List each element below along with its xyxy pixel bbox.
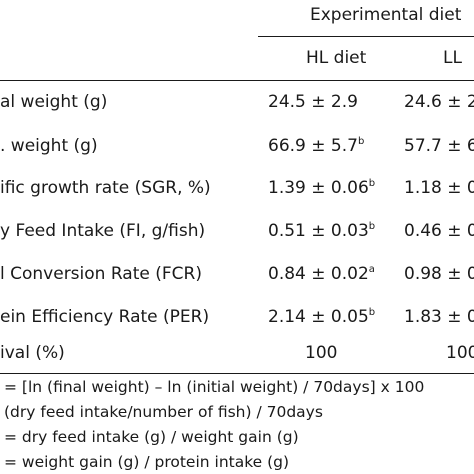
row-value-hl: 24.5 ± 2.9 <box>268 92 358 112</box>
row-value-ll: 1.83 ± 0 <box>404 307 474 327</box>
row-label-survival: ival (%) <box>0 343 65 363</box>
row-value-ll: 1.18 ± 0 <box>404 178 474 198</box>
row-value-hl: 1.39 ± 0.06b <box>268 178 376 198</box>
ll-diet-header: LL <box>443 48 462 68</box>
row-value-ll: 100 <box>446 343 474 363</box>
row-value-hl: 66.9 ± 5.7b <box>268 136 365 156</box>
row-label-fcr: l Conversion Rate (FCR) <box>0 264 202 284</box>
row-value-ll: 0.46 ± 0 <box>404 221 474 241</box>
row-label-sgr: ific growth rate (SGR, %) <box>0 178 211 198</box>
footnote-per: = weight gain (g) / protein intake (g) <box>4 453 290 471</box>
table-bottom-rule <box>0 373 474 374</box>
footnote-fi: (dry feed intake/number of fish) / 70day… <box>4 403 323 421</box>
footnote-fcr: = dry feed intake (g) / weight gain (g) <box>4 428 299 446</box>
row-label-initial-weight: al weight (g) <box>0 92 108 112</box>
experimental-diet-header: Experimental diet <box>310 5 462 25</box>
row-value-hl: 0.51 ± 0.03b <box>268 221 376 241</box>
hl-diet-header: HL diet <box>306 48 367 68</box>
row-value-hl: 2.14 ± 0.05b <box>268 307 376 327</box>
header-bottom-rule <box>0 80 474 81</box>
row-value-ll: 24.6 ± 2 <box>404 92 474 112</box>
row-value-ll: 57.7 ± 6 <box>404 136 474 156</box>
row-label-per: ein Efficiency Rate (PER) <box>0 307 210 327</box>
row-label-final-weight: . weight (g) <box>0 136 98 156</box>
row-value-hl: 0.84 ± 0.02a <box>268 264 375 284</box>
footnote-sgr: = [ln (final weight) – ln (initial weigh… <box>4 378 425 396</box>
row-value-hl: 100 <box>305 343 338 363</box>
row-value-ll: 0.98 ± 0 <box>404 264 474 284</box>
row-label-fi: y Feed Intake (FI, g/fish) <box>0 221 206 241</box>
header-group-rule <box>258 36 474 37</box>
